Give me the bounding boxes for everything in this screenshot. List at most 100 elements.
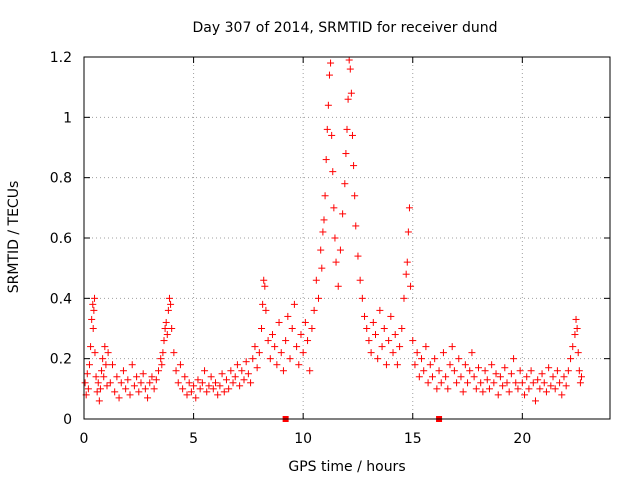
data-point — [402, 270, 410, 278]
data-point — [98, 367, 106, 375]
data-point — [505, 388, 513, 396]
data-point — [472, 385, 480, 393]
data-point — [90, 306, 98, 314]
data-point — [435, 367, 443, 375]
data-point — [214, 391, 222, 399]
data-point — [212, 379, 219, 387]
data-point — [113, 373, 121, 381]
data-point — [194, 376, 202, 384]
data-point — [365, 337, 373, 345]
data-point — [124, 376, 132, 384]
data-point — [222, 376, 230, 384]
data-point — [87, 343, 95, 351]
data-point — [168, 325, 176, 332]
data-point — [483, 376, 491, 384]
y-tick-label: 0.6 — [50, 231, 72, 247]
x-tick-label: 0 — [80, 431, 89, 447]
data-point — [558, 391, 566, 399]
data-point — [150, 385, 158, 393]
data-point — [187, 388, 195, 396]
data-point — [310, 306, 318, 314]
data-point — [464, 379, 472, 387]
data-point — [400, 294, 408, 302]
data-point — [540, 379, 548, 387]
data-point — [249, 355, 257, 363]
data-point — [139, 370, 147, 378]
data-point — [334, 282, 342, 290]
data-point — [551, 385, 559, 393]
data-point — [475, 364, 482, 372]
data-point — [165, 294, 173, 302]
data-point — [330, 204, 338, 212]
data-point — [536, 385, 544, 393]
data-point — [259, 300, 267, 308]
data-point — [405, 204, 413, 212]
data-point — [529, 379, 537, 387]
data-point — [271, 343, 279, 351]
data-point — [521, 391, 529, 399]
data-point — [479, 388, 487, 396]
data-point — [450, 367, 458, 375]
data-point — [527, 367, 535, 375]
data-point — [396, 343, 404, 351]
data-point — [562, 382, 570, 390]
data-point — [358, 294, 366, 302]
data-point — [115, 394, 123, 402]
data-point — [111, 388, 119, 396]
data-point — [382, 361, 390, 369]
data-point — [95, 397, 103, 405]
data-point — [575, 367, 583, 375]
data-point — [108, 361, 116, 369]
data-point — [470, 373, 478, 381]
y-tick-label: 0.4 — [50, 291, 72, 307]
data-point — [426, 361, 434, 369]
data-point — [81, 379, 89, 387]
data-point — [424, 379, 432, 387]
data-point — [514, 385, 522, 393]
data-point — [231, 373, 239, 381]
data-point — [481, 367, 489, 375]
data-point — [329, 168, 337, 176]
data-point — [413, 349, 421, 357]
data-point — [260, 276, 268, 284]
data-point — [322, 156, 330, 164]
data-point — [321, 192, 329, 200]
data-point — [185, 379, 193, 387]
data-point — [190, 382, 198, 390]
data-point — [84, 385, 92, 393]
data-point — [547, 382, 555, 390]
data-point — [501, 364, 509, 372]
data-point — [572, 315, 580, 323]
data-point — [315, 294, 323, 302]
data-point — [301, 318, 309, 326]
data-point — [538, 370, 546, 378]
data-point — [418, 355, 426, 363]
data-point — [571, 331, 579, 339]
data-point — [91, 294, 99, 302]
data-point — [319, 228, 327, 236]
data-point — [327, 59, 335, 67]
data-point — [192, 394, 200, 402]
data-point — [101, 343, 109, 351]
data-point — [545, 364, 553, 372]
data-point — [167, 300, 175, 308]
data-point — [404, 228, 412, 236]
data-point — [378, 343, 386, 351]
data-point — [99, 355, 107, 363]
data-point — [216, 382, 224, 390]
y-axis-label: SRMTID / TECUs — [6, 181, 22, 294]
data-point — [198, 379, 206, 387]
data-point — [152, 376, 160, 384]
data-point — [439, 349, 447, 357]
axis-ticks — [83, 56, 610, 420]
data-point — [233, 361, 241, 369]
x-tick-label: 15 — [404, 431, 422, 447]
data-point — [485, 385, 493, 393]
data-point — [220, 388, 228, 396]
data-point — [130, 382, 138, 390]
data-point — [100, 373, 108, 381]
data-point — [227, 367, 235, 375]
data-point — [457, 373, 465, 381]
data-point — [422, 343, 430, 351]
